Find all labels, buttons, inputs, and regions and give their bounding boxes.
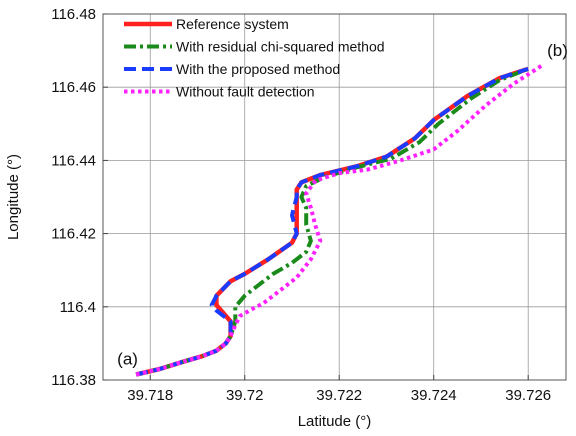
legend-label: With residual chi-squared method xyxy=(176,39,385,55)
x-tick-label: 39.726 xyxy=(505,387,551,404)
legend-label: Without fault detection xyxy=(176,84,315,100)
x-tick-label: 39.72 xyxy=(226,387,264,404)
panel-label: (b) xyxy=(547,41,568,60)
y-axis-label: Longitude (°) xyxy=(5,154,22,240)
ticks: 39.718 39.72 39.722 39.724 39.726 116.38 116.4… xyxy=(51,6,551,404)
y-tick-label: 116.48 xyxy=(51,6,96,23)
legend-label: Reference system xyxy=(176,16,289,32)
series-line-3 xyxy=(135,63,544,377)
panel-label: (a) xyxy=(117,349,138,368)
legend-label: With the proposed method xyxy=(176,61,340,77)
y-tick-label: 116.4 xyxy=(60,299,96,316)
x-tick-label: 39.724 xyxy=(411,387,457,404)
series-group xyxy=(135,63,544,377)
series-line-2 xyxy=(135,66,529,377)
x-tick-label: 39.718 xyxy=(127,387,173,404)
plot-background xyxy=(103,14,566,380)
y-tick-label: 116.44 xyxy=(51,152,96,169)
x-axis-label: Latitude (°) xyxy=(298,413,372,430)
y-tick-label: 116.42 xyxy=(51,226,96,243)
y-tick-label: 116.46 xyxy=(51,79,96,96)
annotations: (a) (b) xyxy=(117,41,568,368)
plot-frame xyxy=(102,13,567,381)
y-tick-label: 116.38 xyxy=(51,372,96,389)
legend: Reference system With residual chi-square… xyxy=(124,16,385,100)
series-line-1 xyxy=(135,67,529,377)
x-tick-label: 39.722 xyxy=(316,387,362,404)
